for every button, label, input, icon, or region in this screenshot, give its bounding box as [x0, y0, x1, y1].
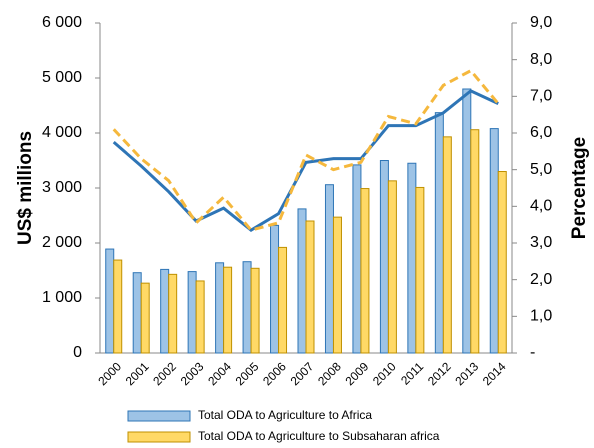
bar	[489, 128, 499, 354]
x-tick-label: 2010	[370, 359, 399, 388]
y2-tick-label: 7,0	[530, 88, 552, 105]
line	[112, 68, 500, 232]
x-tick-label: 2002	[150, 359, 179, 388]
x-tick-label: 2011	[398, 359, 426, 387]
bar	[497, 171, 507, 354]
bar	[379, 160, 389, 354]
y2-tick-label: 2,0	[530, 271, 552, 288]
bar	[332, 216, 342, 354]
y2-tick-label: 3,0	[530, 234, 552, 251]
bar	[442, 136, 452, 354]
y-tick-label: 6 000	[42, 14, 82, 31]
x-tick-label: 2006	[260, 359, 289, 388]
x-tick-label: 2005	[233, 359, 262, 388]
bar	[242, 261, 252, 354]
bar	[278, 246, 288, 354]
x-tick-label: 2007	[288, 359, 317, 388]
y-tick-label: 0	[73, 344, 82, 361]
bar	[105, 248, 115, 354]
y2-tick-label: 4,0	[530, 198, 552, 215]
x-tick-label: 2003	[178, 359, 207, 388]
line	[112, 89, 499, 232]
bar	[140, 282, 150, 354]
bar	[360, 188, 370, 354]
y-tick-label: 2 000	[42, 234, 82, 251]
bar	[352, 164, 362, 354]
x-tick-label: 2001	[123, 359, 152, 388]
x-tick-label: 2008	[315, 359, 344, 388]
bar	[297, 208, 307, 354]
bar	[415, 186, 425, 354]
y-tick-label: 3 000	[42, 179, 82, 196]
x-tick-label: 2014	[480, 359, 509, 388]
y-tick-label: 1 000	[42, 289, 82, 306]
legend-label: Total ODA to Agriculture to Africa	[198, 408, 372, 422]
bar	[462, 88, 472, 354]
y-tick-label: 5 000	[42, 69, 82, 86]
x-tick-label: 2013	[452, 359, 481, 388]
bar	[470, 129, 480, 354]
bar	[305, 220, 315, 354]
bar	[113, 259, 123, 354]
bar	[407, 162, 417, 354]
y2-tick-label: 6,0	[530, 124, 552, 141]
bar	[434, 112, 444, 354]
legend-label: Total ODA to Agriculture to Subsaharan a…	[198, 429, 440, 443]
bar	[187, 271, 197, 354]
bar	[168, 273, 178, 354]
bar	[270, 224, 280, 354]
x-tick-label: 2009	[343, 359, 372, 388]
x-tick-label: 2000	[95, 359, 124, 388]
bar	[132, 272, 142, 354]
legend-swatch	[127, 410, 191, 422]
y2-tick-label: 9,0	[530, 14, 552, 31]
bar	[324, 184, 334, 354]
y2-tick-label: 5,0	[530, 161, 552, 178]
y2-axis-title: Percentage	[569, 137, 590, 239]
y-axis-title: US$ millions	[15, 131, 36, 245]
bar	[387, 180, 397, 354]
y2-tick-label: 8,0	[530, 51, 552, 68]
bar	[250, 267, 260, 354]
bar	[215, 262, 225, 354]
legend-swatch	[127, 431, 191, 443]
y2-tick-label: 1,0	[530, 308, 552, 325]
y2-tick-label: -	[530, 344, 535, 361]
bar	[223, 266, 233, 354]
bar	[160, 268, 170, 354]
x-tick-label: 2004	[205, 359, 234, 388]
bar	[195, 280, 205, 354]
y-tick-label: 4 000	[42, 124, 82, 141]
x-tick-label: 2012	[425, 359, 454, 388]
